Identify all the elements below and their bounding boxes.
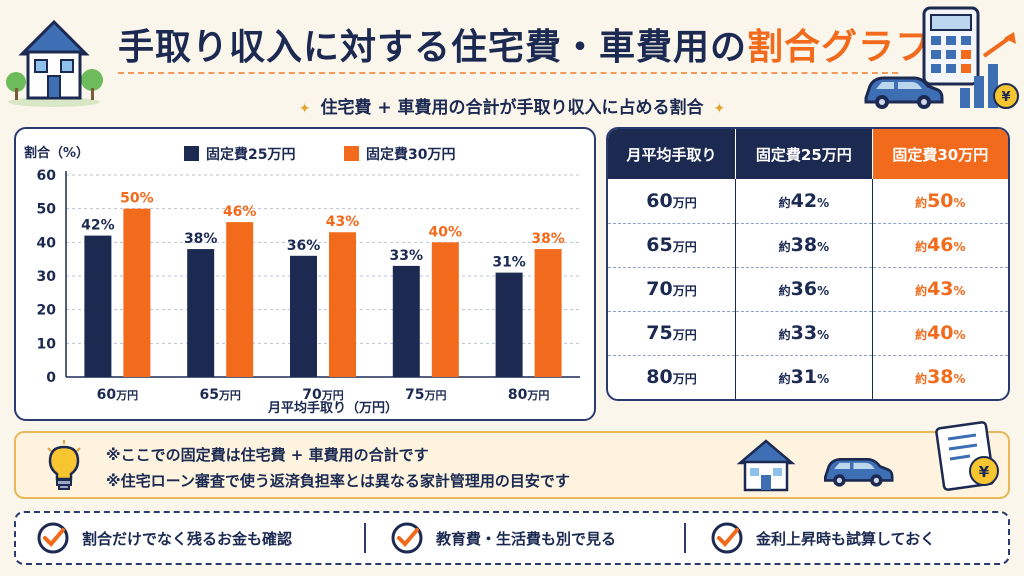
bar <box>495 272 523 377</box>
table-row: 70万円 約36% 約43% <box>608 267 1008 312</box>
note-line-2: ※住宅ローン審査で使う返済負担率とは異なる家計管理用の目安です <box>106 472 570 490</box>
bar-value-label: 31% <box>492 255 526 271</box>
bar <box>187 249 215 377</box>
bar-chart: 割合（%） 固定費25万円 固定費30万円 0 10 20 30 40 50 60 42% 50% 60… <box>24 145 580 416</box>
table-cell-income: 75万円 <box>608 311 737 356</box>
page-title: 手取り収入に対する住宅費・車費用の割合グラフ <box>118 27 933 68</box>
header: 手取り収入に対する住宅費・車費用の割合グラフ ¥ ✦ 住宅費 + 車費用の合計が手… <box>0 0 1024 120</box>
checklist-yen-icon: ¥ <box>935 421 999 491</box>
lightbulb-icon <box>47 440 81 490</box>
tip-item: 金利上昇時も試算しておく <box>710 513 935 563</box>
x-tick-label: 65万円 <box>199 387 240 403</box>
x-tick-label: 80万円 <box>508 387 549 403</box>
bar-value-label: 42% <box>81 218 115 234</box>
table-cell-income: 60万円 <box>608 179 737 224</box>
table-cell-income: 70万円 <box>608 267 737 312</box>
table-cell-25: 約33% <box>735 311 873 356</box>
table-row: 60万円 約42% 約50% <box>608 179 1008 224</box>
title-underline <box>118 72 898 74</box>
y-tick-label: 40 <box>37 235 57 251</box>
bar-value-label: 46% <box>223 204 257 220</box>
svg-text:¥: ¥ <box>1001 90 1010 105</box>
table-cell-25: 約31% <box>735 355 873 399</box>
x-tick-label: 70万円 <box>302 387 343 403</box>
tip-item: 教育費・生活費も別で見る <box>390 513 616 563</box>
table-header-row: 月平均手取り 固定費25万円 固定費30万円 <box>608 129 1008 179</box>
legend-label: 固定費25万円 <box>206 146 295 163</box>
note-panel: ※ここでの固定費は住宅費 + 車費用の合計です ※住宅ローン審査で使う返済負担率… <box>14 421 1010 499</box>
summary-table: 月平均手取り 固定費25万円 固定費30万円 60万円 約42% 約50% 65万円約… <box>608 129 1008 399</box>
tip-text: 教育費・生活費も別で見る <box>436 529 617 548</box>
house-icon <box>6 19 103 107</box>
tip-text: 割合だけでなく残るお金も確認 <box>82 529 293 548</box>
bar <box>431 242 459 377</box>
sparkle-icon: ✦ <box>713 101 726 117</box>
bar-value-label: 50% <box>120 191 154 207</box>
y-tick-label: 10 <box>37 336 57 352</box>
table-header-income: 月平均手取り <box>608 129 737 179</box>
chart-panel: 割合（%） 固定費25万円 固定費30万円 0 10 20 30 40 50 60 42% 50% 60… <box>14 127 596 421</box>
y-tick-label: 0 <box>46 370 56 386</box>
check-circle-icon <box>711 522 743 554</box>
bar <box>392 265 420 377</box>
note-line-1: ※ここでの固定費は住宅費 + 車費用の合計です <box>106 446 429 464</box>
table-header-25: 固定費25万円 <box>735 129 873 179</box>
tip-divider <box>364 523 366 553</box>
table-cell-30: 約38% <box>915 366 966 389</box>
sparkle-icon: ✦ <box>298 101 311 117</box>
table-row: 75万円 約33% 約40% <box>608 311 1008 356</box>
car-icon <box>864 76 944 109</box>
y-axis-label: 割合（%） <box>24 145 89 161</box>
car-icon <box>824 458 894 487</box>
y-tick-label: 20 <box>37 303 57 319</box>
y-tick-label: 30 <box>37 269 57 285</box>
table-cell-25: 約36% <box>735 267 873 312</box>
table-cell-income: 65万円 <box>608 223 737 268</box>
tip-text: 金利上昇時も試算しておく <box>756 529 936 548</box>
tip-divider <box>684 523 686 553</box>
bar-value-label: 38% <box>531 231 565 247</box>
svg-text:¥: ¥ <box>979 463 990 481</box>
tips-panel: 割合だけでなく残るお金も確認 教育費・生活費も別で見る 金利上昇時も試算しておく <box>14 511 1010 565</box>
legend-swatch <box>344 146 359 161</box>
bar-value-label: 33% <box>390 248 424 264</box>
legend-swatch <box>184 146 199 161</box>
x-tick-label: 75万円 <box>405 387 446 403</box>
tip-item: 割合だけでなく残るお金も確認 <box>36 513 292 563</box>
page-title-accent: 割合グラフ <box>747 27 933 68</box>
x-axis-label: 月平均手取り（万円） <box>267 400 398 416</box>
bar-value-label: 36% <box>287 238 321 254</box>
table-cell-25: 約42% <box>735 179 873 224</box>
table-cell-income: 80万円 <box>608 355 737 399</box>
table-header-30: 固定費30万円 <box>872 129 1008 179</box>
table-row: 65万円 約38% 約46% <box>608 223 1008 268</box>
y-tick-label: 50 <box>37 202 57 218</box>
bar <box>534 249 562 377</box>
subtitle: ✦ 住宅費 + 車費用の合計が手取り収入に占める割合 ✦ <box>298 98 726 118</box>
summary-table-panel: 月平均手取り 固定費25万円 固定費30万円 60万円 約42% 約50% 65万円約… <box>606 127 1010 401</box>
bar <box>123 208 151 377</box>
check-circle-icon <box>37 522 69 554</box>
table-cell-30: 約50% <box>872 179 1008 224</box>
table-cell-30: 約40% <box>872 311 1008 356</box>
calculator-icon <box>922 6 980 86</box>
bar-growth-icon: ¥ <box>960 32 1019 109</box>
legend-label: 固定費30万円 <box>366 146 455 163</box>
check-circle-icon <box>391 522 423 554</box>
bar <box>226 222 254 377</box>
y-tick-label: 60 <box>37 168 57 184</box>
bar-value-label: 43% <box>326 214 360 230</box>
bar <box>329 232 356 377</box>
bar <box>290 255 317 377</box>
bar <box>84 235 112 377</box>
bar-value-label: 40% <box>429 224 463 240</box>
house-icon <box>736 439 796 492</box>
table-row: 80万円 約31% 約38% <box>608 355 1008 399</box>
bar-value-label: 38% <box>184 231 218 247</box>
table-cell-30: 約46% <box>872 223 1008 268</box>
x-tick-label: 60万円 <box>97 387 138 403</box>
table-cell-25: 約38% <box>735 223 873 268</box>
table-cell-30: 約43% <box>872 267 1008 312</box>
